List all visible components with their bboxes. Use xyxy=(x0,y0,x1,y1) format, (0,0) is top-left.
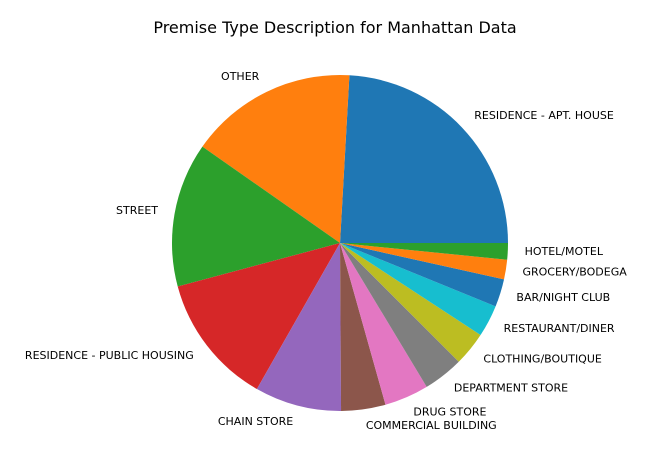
label-hotel-motel: HOTEL/MOTEL xyxy=(525,245,604,258)
slice-bar-night-club xyxy=(340,243,505,307)
slice-restaurant-diner xyxy=(340,243,496,336)
slice-chain-store xyxy=(256,243,342,412)
label-clothing-boutique: CLOTHING/BOUTIQUE xyxy=(483,353,602,366)
slice-drug-store xyxy=(340,243,427,405)
slice-other xyxy=(202,74,350,243)
pie-labels: RESIDENCE - APT. HOUSE OTHER STREET RESIDEN… xyxy=(25,70,627,432)
label-street: STREET xyxy=(116,204,158,217)
slice-commercial-building xyxy=(340,243,386,411)
label-chain-store: CHAIN STORE xyxy=(218,415,293,428)
slice-residence-public-housing xyxy=(177,243,340,390)
label-commercial-building: COMMERCIAL BUILDING xyxy=(366,419,497,432)
label-drug-store: DRUG STORE xyxy=(413,406,486,419)
slice-street xyxy=(171,146,340,287)
pie-slices xyxy=(171,74,509,412)
label-restaurant-diner: RESTAURANT/DINER xyxy=(504,322,615,335)
label-residence-apt-house: RESIDENCE - APT. HOUSE xyxy=(474,109,614,122)
label-residence-public-housing: RESIDENCE - PUBLIC HOUSING xyxy=(25,349,194,362)
label-department-store: DEPARTMENT STORE xyxy=(454,382,568,395)
slice-grocery-bodega xyxy=(340,243,508,280)
chart-title: Premise Type Description for Manhattan D… xyxy=(153,18,516,37)
slice-clothing-boutique xyxy=(340,243,481,362)
slice-residence-apt-house xyxy=(340,75,508,243)
label-bar-night-club: BAR/NIGHT CLUB xyxy=(516,291,610,304)
label-other: OTHER xyxy=(221,70,260,83)
label-grocery-bodega: GROCERY/BODEGA xyxy=(522,265,627,278)
slice-department-store xyxy=(340,243,459,387)
slice-hotel-motel xyxy=(340,243,509,260)
